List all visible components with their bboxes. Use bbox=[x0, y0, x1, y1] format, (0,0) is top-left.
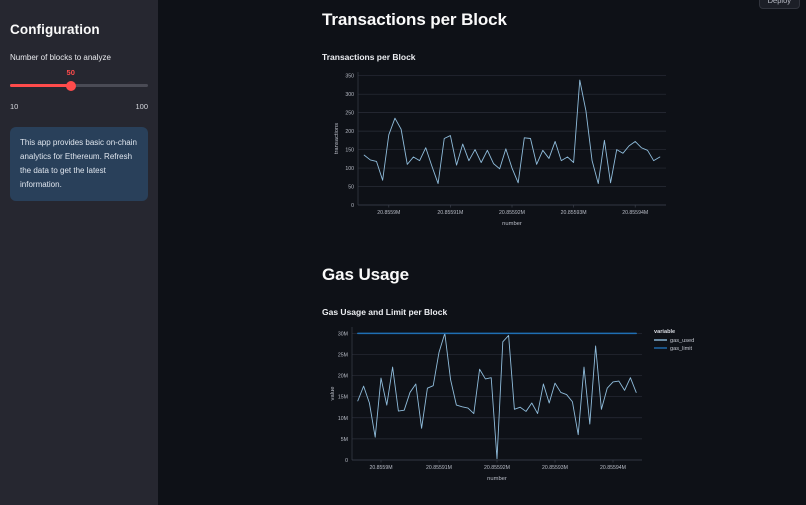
slider-value: 50 bbox=[66, 68, 75, 77]
series-line-gas_used bbox=[357, 332, 637, 460]
x-tick-label: 20.85593M bbox=[561, 210, 587, 216]
y-tick-label: 0 bbox=[351, 203, 354, 209]
y-tick-label: 20M bbox=[338, 374, 348, 380]
x-tick-label: 20.85591M bbox=[426, 465, 452, 471]
page-title-transactions: Transactions per Block bbox=[322, 10, 507, 29]
y-axis-title: value bbox=[330, 387, 336, 401]
y-tick-label: 5M bbox=[341, 437, 348, 443]
transactions-plot: 0 50 100 150 200 250 300 350 20.8559M 20.85591M 20… bbox=[334, 72, 666, 227]
slider-fill bbox=[10, 84, 71, 87]
y-tick-label: 0 bbox=[345, 458, 348, 464]
y-tick-label: 15M bbox=[338, 395, 348, 401]
x-tick-label: 20.8559M bbox=[369, 465, 392, 471]
chart-title-gas: Gas Usage and Limit per Block bbox=[322, 307, 448, 317]
x-tick-label: 20.8559M bbox=[377, 210, 400, 216]
y-tick-label: 300 bbox=[345, 92, 354, 98]
info-callout: This app provides basic on-chain analyti… bbox=[10, 127, 148, 201]
page-title-gas: Gas Usage bbox=[322, 265, 409, 284]
sidebar-title: Configuration bbox=[10, 22, 100, 37]
slider-track[interactable] bbox=[10, 84, 148, 87]
section-gas: Gas Usage bbox=[322, 265, 409, 285]
x-axis-title: number bbox=[502, 221, 522, 227]
y-tick-label: 50 bbox=[348, 185, 354, 191]
y-axis-title: transactions bbox=[334, 123, 340, 154]
x-axis-title: number bbox=[487, 476, 507, 482]
legend-title: variable bbox=[654, 329, 675, 335]
x-tick-label: 20.85591M bbox=[437, 210, 463, 216]
slider-label: Number of blocks to analyze bbox=[10, 53, 111, 62]
y-tick-label: 30M bbox=[338, 331, 348, 337]
deploy-button[interactable]: Deploy bbox=[758, 0, 800, 9]
sidebar: Configuration Number of blocks to analyz… bbox=[0, 0, 158, 505]
chart-gas: Gas Usage and Limit per Block 0 5M 10M 15M 2… bbox=[322, 307, 722, 502]
y-tick-label: 10M bbox=[338, 416, 348, 422]
y-tick-label: 150 bbox=[345, 148, 354, 154]
slider-min-label: 10 bbox=[10, 102, 19, 111]
x-tick-label: 20.85592M bbox=[484, 465, 510, 471]
section-transactions: Transactions per Block bbox=[322, 10, 507, 30]
y-tick-label: 200 bbox=[345, 129, 354, 135]
x-tick-label: 20.85592M bbox=[499, 210, 525, 216]
y-tick-label: 25M bbox=[338, 352, 348, 358]
gas-plot: 0 5M 10M 15M 20M 25M 30M 20.8559M 20.85591M 20.85… bbox=[330, 327, 694, 482]
slider-max-label: 100 bbox=[135, 102, 148, 111]
series-line-transactions bbox=[363, 79, 661, 185]
y-tick-label: 350 bbox=[345, 74, 354, 80]
main-content: Deploy Transactions per Block Transactio… bbox=[158, 0, 806, 505]
slider-range-labels: 10 100 bbox=[10, 102, 148, 111]
chart-title-transactions: Transactions per Block bbox=[322, 52, 416, 62]
x-tick-label: 20.85594M bbox=[622, 210, 648, 216]
legend-label-gas_limit[interactable]: gas_limit bbox=[670, 346, 693, 352]
x-tick-label: 20.85594M bbox=[600, 465, 626, 471]
y-tick-label: 250 bbox=[345, 111, 354, 117]
legend-label-gas_used[interactable]: gas_used bbox=[670, 338, 694, 344]
chart-canvas-gas: 0 5M 10M 15M 20M 25M 30M 20.8559M 20.85591M 20.85… bbox=[322, 317, 722, 502]
blocks-slider[interactable]: 50 bbox=[10, 68, 148, 100]
chart-transactions: Transactions per Block 0 50 100 150 200 250 30… bbox=[322, 52, 682, 247]
slider-thumb[interactable] bbox=[65, 80, 76, 91]
y-tick-label: 100 bbox=[345, 166, 354, 172]
x-tick-label: 20.85593M bbox=[542, 465, 568, 471]
chart-canvas-transactions: 0 50 100 150 200 250 300 350 20.8559M 20.85591M 20… bbox=[322, 62, 682, 247]
